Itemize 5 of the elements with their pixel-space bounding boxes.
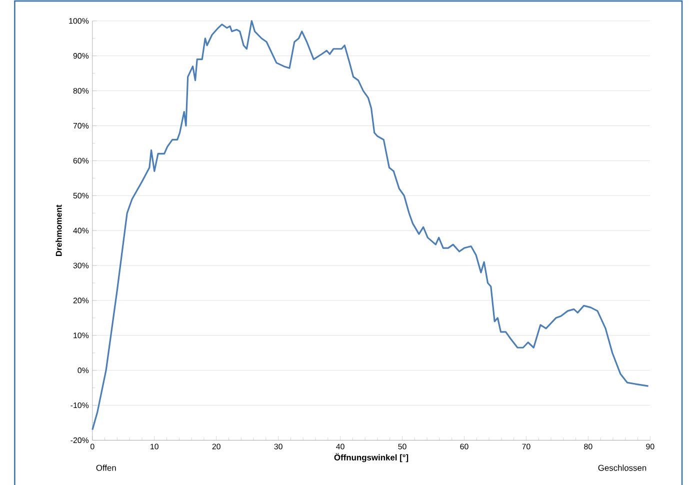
y-axis-title: Drehmoment (56, 204, 62, 256)
x-axis-title: Öffnungswinkel [°] (334, 453, 408, 462)
text: Offen (96, 464, 116, 471)
text: Geschlossen (598, 464, 646, 471)
line-series (92, 20, 650, 431)
